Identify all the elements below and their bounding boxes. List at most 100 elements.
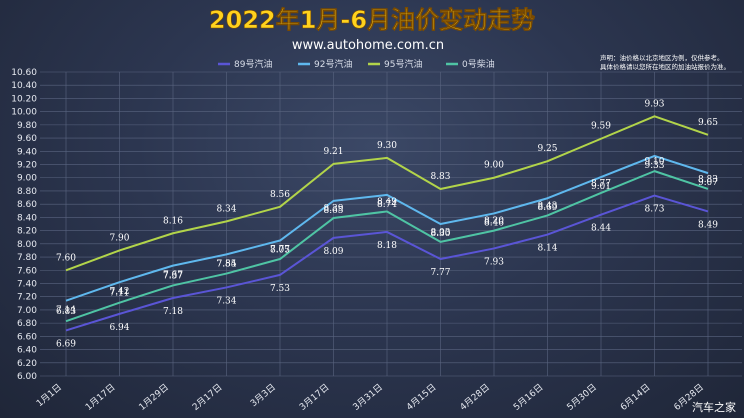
x-tick-label: 1月1日 [34,382,64,409]
data-label: 8.73 [644,205,664,215]
series-line-2 [65,115,709,272]
x-tick-label: 1月29日 [137,382,171,413]
disclaimer-line-1: 声明：油价格以北京地区为例，仅供参考。 [600,53,724,62]
data-label: 8.34 [216,204,236,214]
legend-label: 89号汽油 [234,58,272,70]
legend-label: 0号柴油 [462,58,495,70]
chart-subtitle: www.autohome.com.cn [292,38,444,53]
data-label: 7.37 [163,271,183,281]
data-label: 9.93 [644,99,664,109]
legend: 89号汽油 92号汽油 95号汽油 0号柴油 [218,58,495,70]
data-label: 7.67 [163,271,183,281]
data-label: 6.94 [109,323,129,333]
y-tick-label: 9.80 [17,121,37,131]
data-label: 9.01 [591,182,611,192]
data-label: 8.09 [323,247,343,257]
series-line-3 [65,170,709,323]
y-tick-label: 9.20 [17,161,37,171]
x-axis: 1月1日 1月17日 1月29日 2月17日 3月3日 3月17日 3月31日 4月15日 4月… [34,382,706,413]
data-label: 8.20 [484,217,504,227]
data-label: 8.49 [698,220,718,230]
x-tick-label: 4月28日 [458,382,492,413]
data-label: 8.43 [537,201,557,211]
series-line-0 [65,194,709,332]
y-tick-label: 7.60 [17,266,37,276]
data-label: 9.10 [644,157,664,167]
data-label: 6.83 [56,307,76,317]
data-label: 8.56 [270,190,290,200]
data-label: 8.39 [323,204,343,214]
data-label: 8.83 [430,172,450,182]
x-tick-label: 6月14日 [618,382,652,413]
y-tick-label: 10.40 [11,81,37,91]
y-tick-label: 9.00 [17,174,37,184]
data-label: 9.07 [698,178,718,188]
y-tick-label: 8.60 [17,200,37,210]
data-label: 7.77 [270,245,290,255]
data-label: 9.30 [377,141,397,151]
y-tick-label: 9.60 [17,134,37,144]
y-tick-label: 6.20 [17,359,37,369]
data-label: 8.18 [377,241,397,251]
series-lines [65,115,709,332]
data-label: 7.77 [430,268,450,278]
y-tick-label: 8.00 [17,240,37,250]
data-label: 8.74 [377,200,397,210]
y-tick-label: 6.00 [17,372,37,382]
data-label: 9.33 [644,161,664,171]
y-tick-label: 7.20 [17,293,37,303]
y-axis: 10.60 10.40 10.20 10.00 9.80 9.60 9.40 9.20 9.00… [11,68,37,382]
x-tick-label: 5月16日 [511,382,545,413]
data-label: 7.34 [216,296,236,306]
data-label: 7.60 [56,253,76,263]
data-label: 9.65 [698,118,718,128]
y-tick-label: 10.00 [11,108,37,118]
data-label: 8.65 [323,206,343,216]
data-label: 7.55 [216,260,236,270]
data-label: 8.77 [591,179,611,189]
data-label: 9.21 [323,147,343,157]
y-tick-label: 8.80 [17,187,37,197]
x-tick-label: 3月31日 [351,382,385,413]
data-label: 8.05 [270,246,290,256]
data-label: 7.53 [270,284,290,294]
data-label: 8.03 [430,228,450,238]
grid [40,71,742,377]
data-label: 7.11 [109,289,129,299]
data-label: 9.59 [591,122,611,132]
data-label: 8.16 [163,216,183,226]
data-label: 8.49 [377,197,397,207]
y-tick-label: 8.20 [17,227,37,237]
data-label: 8.44 [591,224,611,234]
y-tick-label: 7.80 [17,253,37,263]
y-tick-label: 10.20 [11,94,37,104]
y-tick-label: 10.60 [11,68,37,78]
data-label: 8.83 [698,175,718,185]
y-tick-label: 7.40 [17,279,37,289]
series-line-1 [65,154,709,302]
data-label: 8.69 [537,203,557,213]
data-label: 6.69 [56,339,76,349]
x-tick-label: 3月17日 [297,382,331,413]
x-tick-label: 1月17日 [83,382,117,413]
y-tick-label: 7.00 [17,306,37,316]
y-tick-label: 8.40 [17,213,37,223]
x-tick-label: 4月15日 [404,382,438,413]
data-label: 7.42 [109,287,129,297]
data-label: 7.90 [109,233,129,243]
x-tick-label: 5月30日 [565,382,599,413]
data-label: 7.14 [56,306,76,316]
data-label: 9.00 [484,161,504,171]
x-tick-label: 2月17日 [190,382,224,413]
data-label: 8.14 [537,244,557,254]
data-label: 7.18 [163,307,183,317]
data-label: 8.30 [430,229,450,239]
legend-label: 92号汽油 [314,58,352,70]
data-label: 7.84 [216,259,236,269]
chart-title: 2022年1月-6月油价变动走势 [209,6,535,34]
y-tick-label: 9.40 [17,147,37,157]
x-tick-label: 3月3日 [248,382,278,409]
watermark: 汽车之家 [692,400,736,414]
y-tick-label: 6.60 [17,332,37,342]
